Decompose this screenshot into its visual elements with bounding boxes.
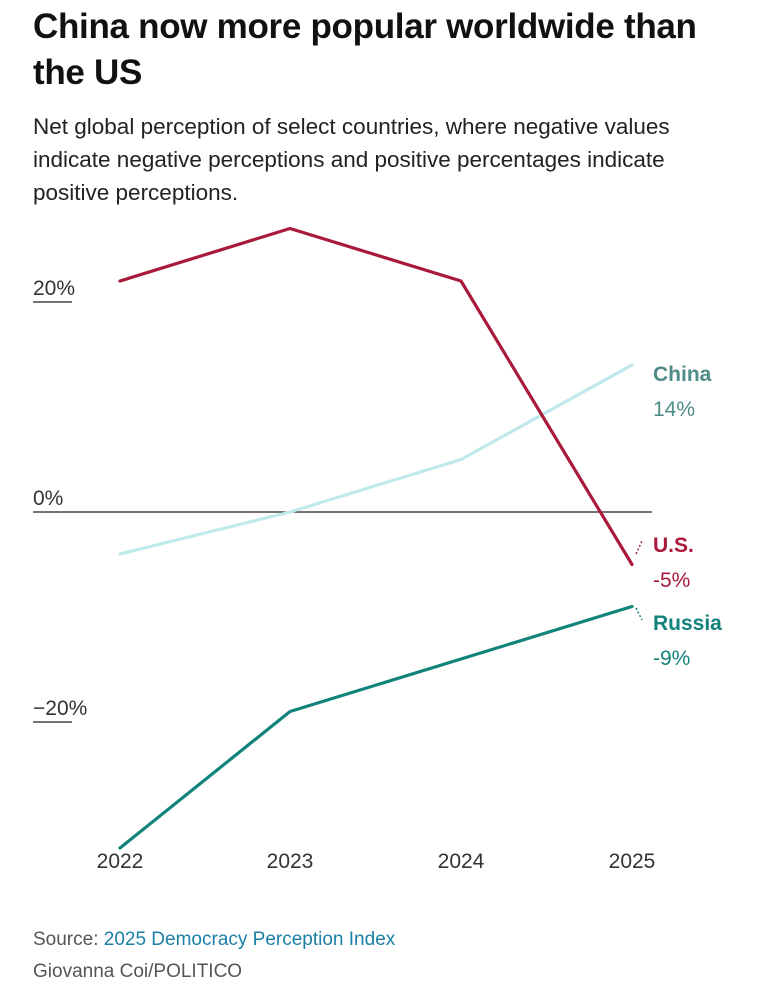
leader-line-russia bbox=[635, 607, 643, 621]
series-name-label-china: China bbox=[653, 363, 712, 386]
series-name-label-us: U.S. bbox=[653, 534, 694, 557]
x-tick-label: 2025 bbox=[609, 850, 656, 873]
y-tick-label: 0% bbox=[33, 487, 63, 510]
y-tick-label: 20% bbox=[33, 277, 75, 300]
x-tick-label: 2024 bbox=[438, 850, 485, 873]
y-tick-label: −20% bbox=[33, 697, 87, 720]
series-value-label-china: 14% bbox=[653, 398, 695, 421]
series-value-label-us: -5% bbox=[653, 569, 690, 592]
chart-title: China now more popular worldwide than th… bbox=[33, 7, 697, 92]
chart-footer: Source: 2025 Democracy Perception Index … bbox=[33, 924, 395, 988]
x-tick-label: 2022 bbox=[97, 850, 144, 873]
chart-subtitle: Net global perception of select countrie… bbox=[33, 114, 670, 205]
source-prefix: Source: bbox=[33, 929, 104, 950]
source-line: Source: 2025 Democracy Perception Index bbox=[33, 924, 395, 956]
credit-line: Giovanna Coi/POLITICO bbox=[33, 961, 243, 982]
series-line-china bbox=[118, 363, 634, 556]
series-name-label-russia: Russia bbox=[653, 612, 722, 635]
x-tick-label: 2023 bbox=[267, 850, 314, 873]
leader-line-us bbox=[635, 540, 643, 555]
series-line-us bbox=[118, 226, 634, 567]
source-link[interactable]: 2025 Democracy Perception Index bbox=[103, 929, 396, 950]
series-value-label-russia: -9% bbox=[653, 647, 690, 670]
line-chart: 20% 0% −20% 2022 2023 2024 2025 U.S. -5% China 14%… bbox=[33, 226, 722, 873]
series-line-russia bbox=[118, 604, 634, 850]
